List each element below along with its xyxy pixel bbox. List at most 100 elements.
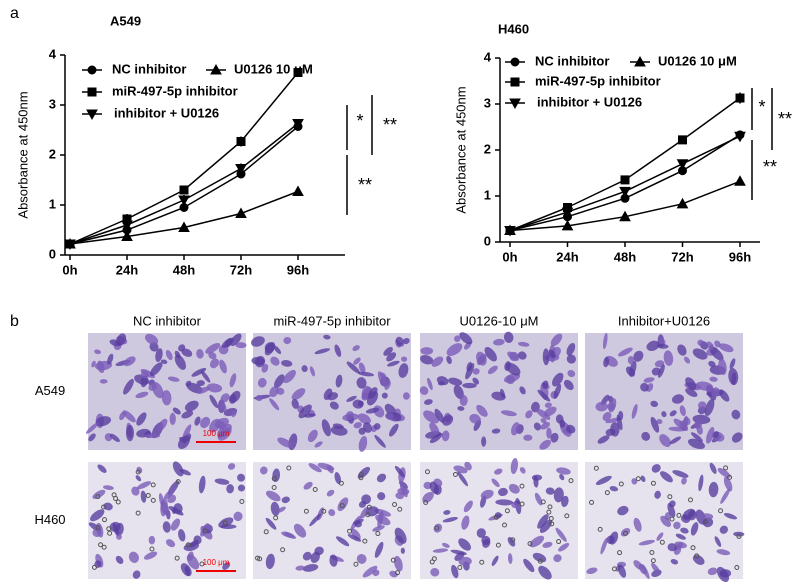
cell — [617, 505, 629, 516]
cell — [481, 436, 487, 447]
pore — [519, 483, 525, 489]
cell — [566, 354, 576, 364]
cell — [500, 388, 505, 398]
cell — [255, 395, 263, 402]
cell — [273, 345, 282, 355]
cell — [374, 541, 384, 558]
cell — [519, 467, 526, 474]
cell — [394, 527, 407, 544]
cell — [135, 391, 149, 399]
cell — [161, 390, 172, 406]
significance-label: ** — [778, 109, 792, 129]
cell — [330, 425, 348, 436]
cell — [214, 478, 230, 485]
marker — [509, 98, 521, 110]
panel-label: b — [10, 313, 19, 330]
cell — [270, 501, 280, 516]
cell — [277, 437, 293, 448]
column-header: miR-497-5p inhibitor — [273, 313, 391, 328]
cell — [148, 382, 157, 391]
cell — [673, 521, 681, 530]
cell — [400, 547, 405, 554]
cell — [419, 386, 429, 395]
cell — [88, 433, 96, 442]
cell — [181, 348, 193, 357]
cell — [539, 519, 553, 533]
pore — [338, 480, 344, 486]
x-tick-label: 24h — [556, 249, 578, 264]
pore — [502, 522, 508, 528]
cell — [178, 344, 186, 352]
y-tick-label: 0 — [49, 246, 56, 261]
cell — [668, 426, 687, 432]
y-tick-label: 2 — [484, 141, 491, 156]
cell — [148, 535, 156, 545]
x-tick-label: 96h — [287, 262, 309, 277]
cell — [442, 517, 458, 523]
pore — [736, 533, 742, 539]
cell — [219, 402, 227, 413]
cell — [638, 539, 655, 546]
cell — [429, 432, 443, 444]
micrograph — [251, 333, 411, 452]
cell — [716, 566, 730, 583]
marker — [236, 137, 246, 146]
cell — [116, 533, 122, 540]
cell — [281, 496, 290, 504]
cell — [432, 548, 449, 553]
cell — [155, 348, 163, 362]
cell — [163, 487, 176, 500]
cell — [362, 565, 378, 578]
pore — [149, 546, 155, 552]
cell — [337, 497, 349, 512]
cell — [295, 565, 305, 571]
legend-label: NC inhibitor — [112, 61, 186, 76]
cell — [553, 383, 562, 399]
x-tick-label: 48h — [173, 262, 195, 277]
x-tick-label: 72h — [671, 249, 693, 264]
cell — [697, 339, 704, 346]
cell — [696, 424, 703, 435]
cell — [293, 523, 307, 538]
marker — [86, 109, 98, 121]
cell — [667, 502, 676, 518]
pore — [611, 566, 617, 572]
cell — [420, 347, 434, 355]
cell — [481, 535, 491, 545]
cell — [377, 510, 384, 529]
cell — [650, 416, 660, 433]
cell — [597, 435, 610, 444]
cell — [669, 410, 677, 417]
marker — [235, 207, 247, 218]
cell — [646, 340, 660, 352]
pore — [734, 564, 740, 570]
cell — [200, 523, 210, 537]
cell — [532, 552, 547, 563]
cell — [728, 368, 739, 386]
cell — [673, 418, 689, 431]
column-header: NC inhibitor — [133, 313, 202, 328]
significance-label: * — [758, 97, 765, 117]
cell — [654, 360, 665, 368]
cell — [659, 434, 671, 447]
cell — [174, 354, 187, 370]
cell — [476, 404, 488, 417]
micrograph — [419, 331, 578, 450]
micrograph — [253, 462, 411, 579]
cell — [260, 466, 268, 475]
cell — [515, 497, 522, 515]
marker — [634, 55, 646, 67]
marker — [678, 135, 687, 145]
panel-label: a — [10, 5, 19, 22]
cell — [165, 349, 173, 361]
cell — [136, 481, 152, 490]
cell — [638, 563, 647, 575]
significance-label: ** — [358, 175, 372, 195]
cell — [377, 371, 387, 388]
cell — [472, 377, 480, 385]
micrograph: 100 μm — [85, 333, 247, 450]
cell — [373, 423, 381, 430]
pore — [286, 465, 292, 471]
cell — [656, 532, 664, 541]
cell — [274, 374, 285, 389]
